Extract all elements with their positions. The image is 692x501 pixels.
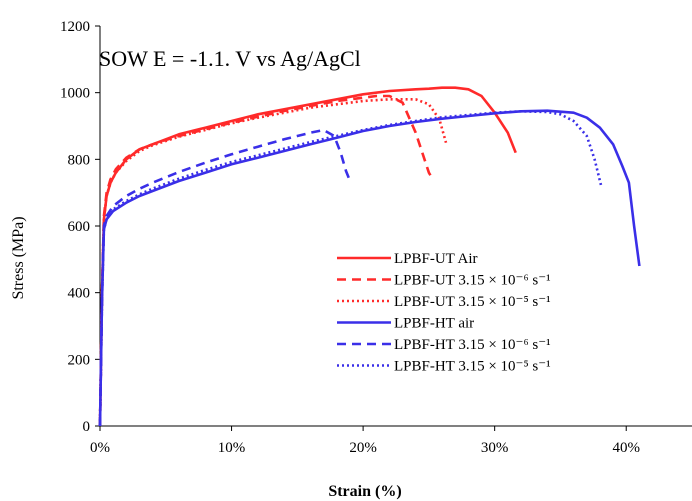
legend-label-5: LPBF-HT 3.15 × 10⁻⁶ s⁻¹ bbox=[394, 337, 551, 353]
tick-labels: 0 200 400 600 800 1000 1200 0% 10% 20% 30% 40% bbox=[60, 19, 640, 456]
condition-annotation: SOW E = -1.1. V vs Ag/AgCl bbox=[99, 46, 361, 71]
legend-label-1: LPBF-UT Air bbox=[394, 251, 478, 267]
legend-label-2: LPBF-UT 3.15 × 10⁻⁶ s⁻¹ bbox=[394, 273, 551, 289]
x-tick-label: 40% bbox=[612, 440, 640, 456]
legend: LPBF-UT Air LPBF-UT 3.15 × 10⁻⁶ s⁻¹ LPBF-U… bbox=[337, 251, 551, 375]
legend-label-4: LPBF-HT air bbox=[394, 316, 474, 332]
x-tick-label: 0% bbox=[90, 440, 110, 456]
y-tick-label: 600 bbox=[68, 219, 91, 235]
series-line-1 bbox=[98, 86, 517, 427]
y-axis-title: Stress (MPa) bbox=[10, 216, 27, 299]
y-tick-label: 800 bbox=[68, 152, 91, 168]
x-axis-title: Strain (%) bbox=[328, 483, 401, 500]
y-tick-label: 200 bbox=[68, 352, 91, 368]
series-line-5 bbox=[98, 128, 352, 427]
y-tick-label: 1200 bbox=[60, 19, 90, 35]
x-tick-label: 10% bbox=[218, 440, 246, 456]
series-lines bbox=[98, 86, 641, 427]
series-line-6 bbox=[98, 110, 603, 427]
legend-label-3: LPBF-UT 3.15 × 10⁻⁵ s⁻¹ bbox=[394, 294, 551, 310]
y-tick-label: 1000 bbox=[60, 86, 90, 102]
series-line-3 bbox=[98, 98, 448, 427]
x-tick-label: 20% bbox=[349, 440, 377, 456]
y-tick-label: 400 bbox=[68, 286, 91, 302]
y-tick-label: 0 bbox=[83, 419, 91, 435]
x-tick-label: 30% bbox=[481, 440, 509, 456]
series-line-4 bbox=[98, 109, 641, 427]
series-line-2 bbox=[98, 94, 434, 427]
legend-label-6: LPBF-HT 3.15 × 10⁻⁵ s⁻¹ bbox=[394, 359, 551, 375]
